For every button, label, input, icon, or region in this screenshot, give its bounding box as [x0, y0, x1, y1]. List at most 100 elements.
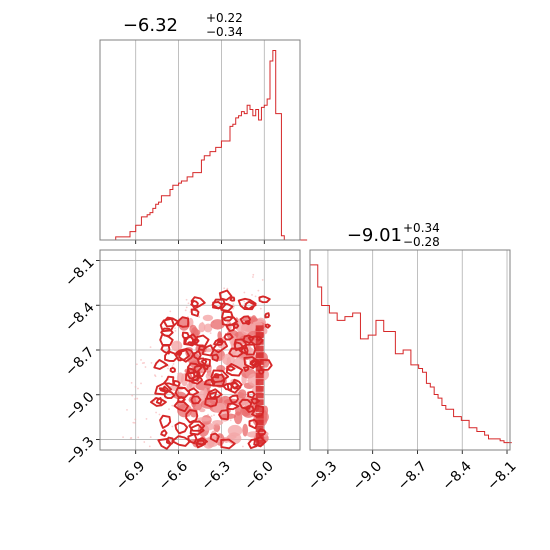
- contour-line: [218, 289, 233, 301]
- scatter-point: [243, 300, 246, 303]
- contour-line: [258, 358, 273, 372]
- scatter-point: [145, 418, 148, 420]
- contour-line: [232, 323, 240, 329]
- scatter-point: [184, 309, 187, 312]
- scatter-point: [233, 305, 235, 308]
- contour-line: [188, 420, 206, 432]
- contour-line: [223, 333, 234, 341]
- contour-edge-band: [255, 332, 264, 339]
- hist-right-title-lower: −0.28: [403, 235, 440, 249]
- contour-y-tick-label: −9.3: [62, 434, 97, 469]
- contour-line: [192, 334, 210, 348]
- scatter-point: [148, 445, 151, 448]
- scatter-point: [168, 408, 170, 411]
- contour-line: [244, 405, 255, 413]
- contour-line: [177, 396, 186, 403]
- contour-line: [257, 428, 267, 437]
- scatter-point: [261, 279, 264, 281]
- scatter-point: [232, 303, 235, 305]
- contour-line: [163, 389, 176, 400]
- contour-y-tick-label: −8.1: [62, 255, 97, 290]
- scatter-point: [211, 344, 214, 347]
- scatter-point: [137, 387, 139, 390]
- contour-line: [160, 327, 174, 337]
- scatter-point: [226, 287, 229, 290]
- contour-line: [159, 333, 174, 346]
- density-fill: [192, 402, 203, 411]
- scatter-point: [149, 436, 152, 439]
- contour-edge-band: [255, 412, 264, 419]
- scatter-point: [126, 408, 128, 411]
- contour-x-tick-label: −6.0: [242, 458, 277, 493]
- contour-x-tick-label: −6.6: [156, 458, 191, 493]
- contour-edge-band: [255, 345, 264, 352]
- scatter-point: [155, 411, 157, 414]
- scatter-point: [135, 363, 138, 366]
- contour-line: [176, 316, 190, 328]
- contour-line: [190, 296, 206, 310]
- contour-line: [169, 366, 176, 374]
- scatter-point: [137, 436, 140, 439]
- density-fill: [176, 372, 184, 383]
- contour-line: [249, 359, 258, 367]
- scatter-point: [143, 441, 146, 443]
- contour-edge-band: [255, 392, 264, 399]
- scatter-point: [185, 306, 188, 309]
- scatter-point: [232, 307, 235, 310]
- hist-right-series: [310, 264, 512, 444]
- contour-line: [196, 437, 209, 446]
- contour-line: [159, 317, 175, 333]
- contour-edge-band: [255, 352, 264, 359]
- contour-line: [160, 429, 168, 437]
- contour-edge-band: [255, 405, 264, 412]
- contour-line: [218, 409, 230, 421]
- contour-line: [264, 323, 271, 329]
- scatter-point: [122, 436, 124, 438]
- contour-line: [174, 421, 189, 435]
- contour-line: [213, 338, 224, 346]
- scatter-point: [154, 375, 157, 378]
- contour-line: [237, 297, 257, 311]
- scatter-point: [229, 419, 232, 422]
- density-fill: [262, 327, 268, 335]
- scatter-point: [174, 327, 176, 330]
- contour-line: [247, 390, 256, 399]
- contour-line: [222, 382, 233, 391]
- scatter-point: [171, 365, 174, 368]
- scatter-point: [130, 437, 133, 439]
- contour-line: [242, 366, 250, 372]
- contour-y-tick-label: −9.0: [62, 389, 97, 424]
- contour-edge-band: [255, 426, 264, 433]
- contour-line: [189, 423, 205, 436]
- contour-line: [264, 312, 270, 319]
- scatter-point: [198, 316, 201, 318]
- scatter-point: [167, 365, 170, 367]
- scatter-point: [242, 445, 244, 448]
- density-fill: [213, 423, 221, 432]
- contour-line: [190, 395, 202, 405]
- contour-line: [201, 344, 215, 357]
- contour-line: [239, 315, 252, 325]
- contour-line: [202, 364, 209, 371]
- scatter-point: [210, 415, 213, 418]
- scatter-point: [134, 418, 137, 421]
- contour-line: [171, 435, 192, 447]
- density-fill: [202, 314, 214, 322]
- scatter-point: [259, 307, 262, 310]
- scatter-point: [140, 382, 142, 385]
- density-fill: [203, 323, 213, 333]
- contour-line: [248, 418, 259, 430]
- contour-line: [172, 380, 181, 388]
- scatter-point: [158, 413, 161, 416]
- contour-line: [161, 385, 169, 393]
- contour-line: [184, 333, 200, 347]
- hist-right-panel: −9.3 −9.0 −8.7 −8.4 −8.1 −9.01 +0.34 −0.28: [305, 221, 519, 494]
- scatter-point: [251, 294, 253, 296]
- scatter-point: [160, 375, 163, 378]
- scatter-point: [166, 348, 169, 350]
- scatter-point: [134, 421, 136, 424]
- contour-line: [212, 340, 229, 354]
- hist-top-grid: [135, 40, 265, 244]
- scatter-point: [169, 310, 172, 313]
